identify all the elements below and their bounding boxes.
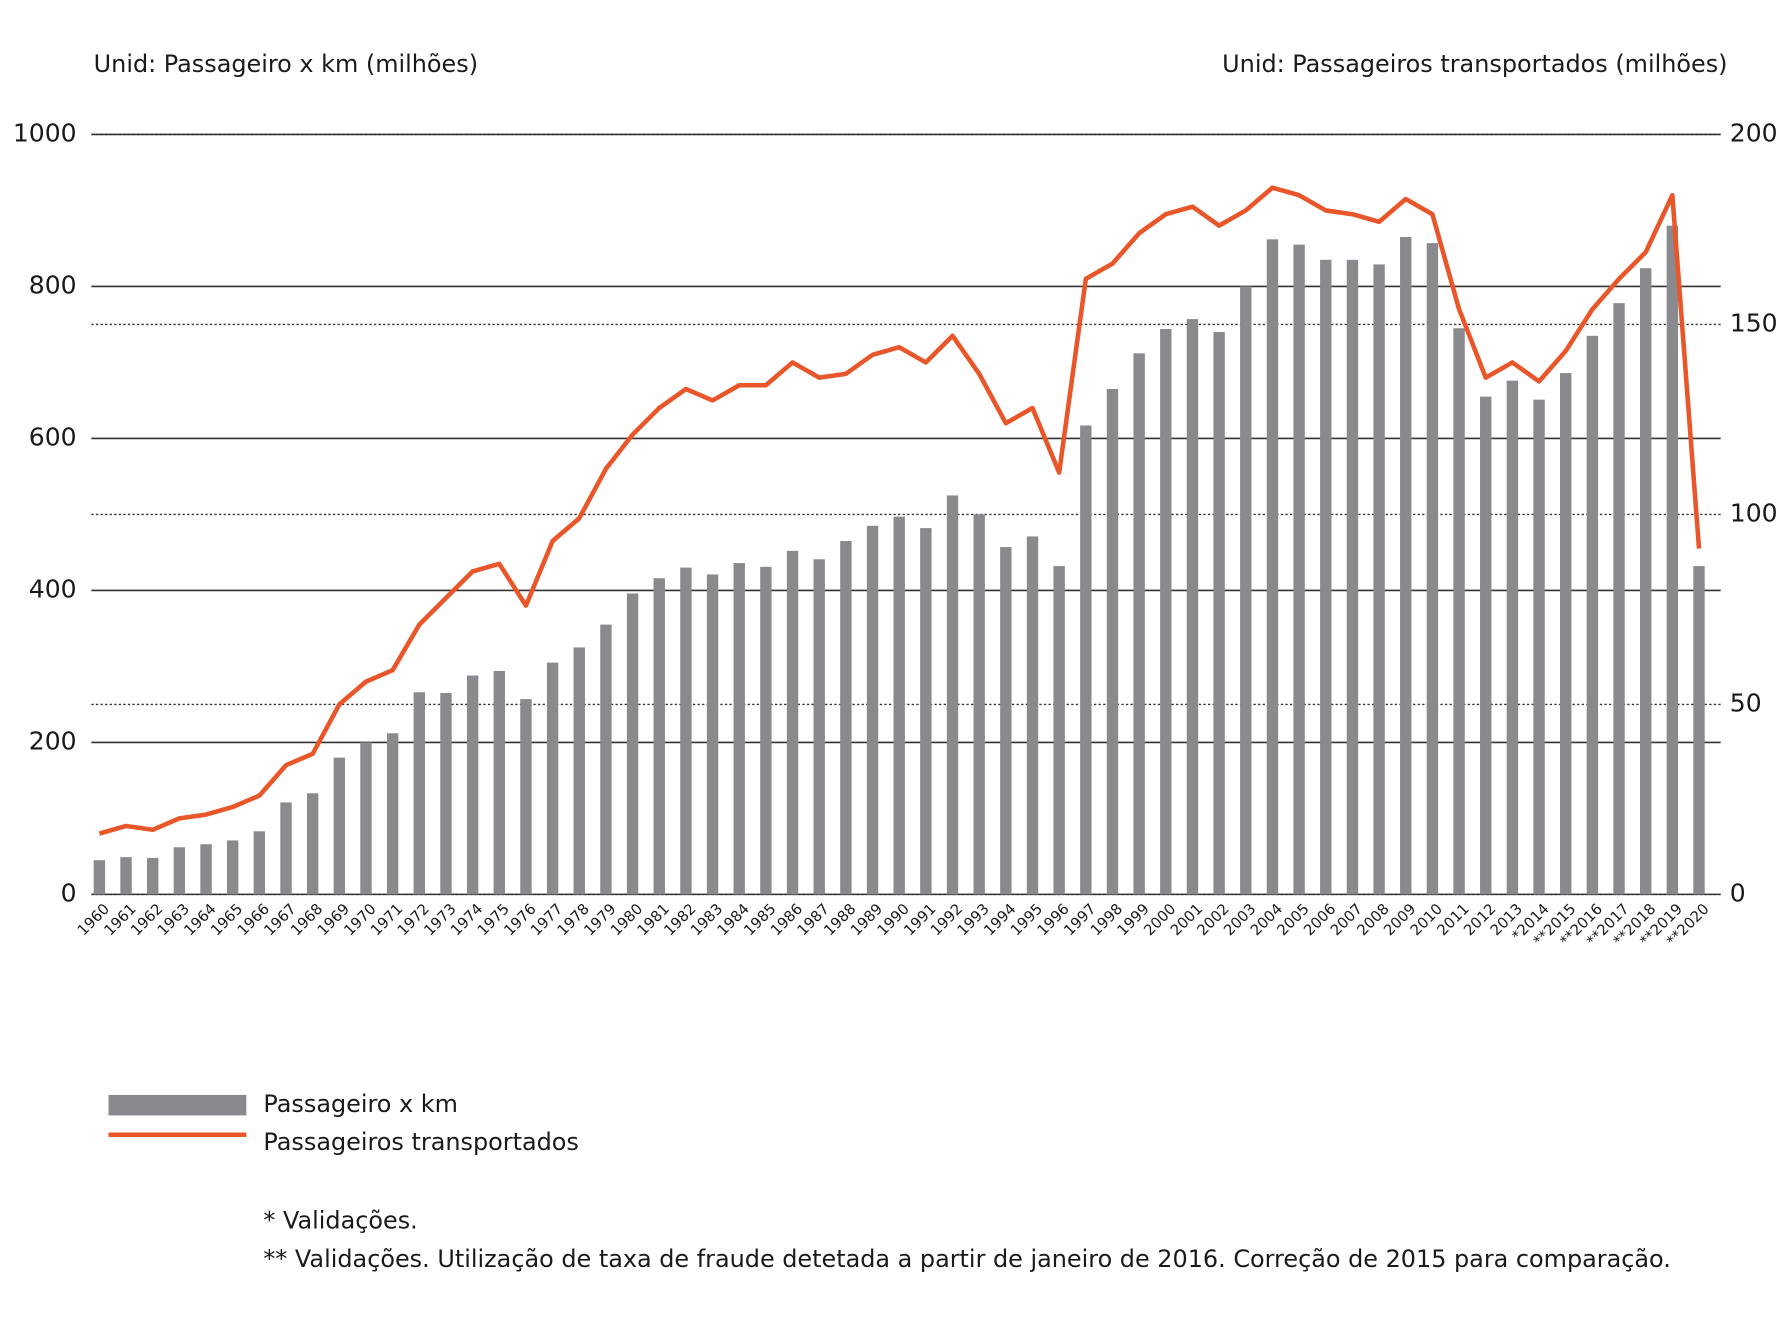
- bar: [1613, 303, 1625, 895]
- bar: [1586, 335, 1599, 895]
- bar: [626, 593, 639, 895]
- bar: [520, 699, 532, 895]
- bar: [1106, 389, 1119, 895]
- y2-tick-label: 50: [1730, 688, 1762, 717]
- bar: [1373, 264, 1385, 895]
- bar: [1506, 380, 1519, 895]
- bar: [1453, 328, 1465, 895]
- bar: [440, 692, 452, 895]
- bar: [93, 860, 106, 895]
- bar: [1666, 225, 1679, 895]
- y-tick-label: 400: [29, 574, 77, 603]
- bar: [147, 857, 159, 895]
- y2-tick-label: 150: [1730, 308, 1778, 337]
- footnote: * Validações.: [263, 1206, 417, 1234]
- bar: [653, 578, 665, 895]
- y2-tick-label: 0: [1730, 878, 1746, 907]
- bar: [760, 566, 772, 895]
- y-axis-label: Unid: Passageiro x km (milhões): [94, 50, 478, 78]
- legend-swatch: [108, 1094, 247, 1116]
- line: [98, 185, 1702, 836]
- bar: [1293, 244, 1305, 895]
- bar: [466, 675, 479, 895]
- bar: [733, 563, 745, 895]
- bar: [1320, 259, 1332, 895]
- footnote: ** Validações. Utilização de taxa de fra…: [263, 1245, 1670, 1273]
- bar: [1026, 536, 1039, 895]
- legend-label: Passageiro x km: [263, 1090, 457, 1118]
- bar: [1213, 332, 1225, 895]
- y2-tick-label: 200: [1730, 118, 1778, 147]
- y2-axis-label: Unid: Passageiros transportados (milhões…: [1222, 50, 1727, 78]
- bar: [1053, 566, 1065, 895]
- bar: [1160, 328, 1172, 895]
- bar: [840, 541, 852, 895]
- bar: [546, 662, 559, 895]
- bar: [1186, 319, 1199, 895]
- bar: [920, 528, 932, 895]
- bar: [253, 831, 266, 895]
- bar: [1400, 237, 1412, 895]
- bar: [866, 525, 879, 895]
- bar: [1560, 373, 1572, 895]
- bar: [893, 516, 905, 895]
- bar: [786, 550, 799, 895]
- bar: [1240, 286, 1252, 895]
- y-tick-label: 800: [29, 270, 77, 299]
- bar: [600, 624, 612, 895]
- bar: [1693, 566, 1705, 895]
- bar: [706, 574, 719, 895]
- bar: [386, 733, 399, 895]
- bar: [173, 847, 186, 895]
- y-tick-label: 1000: [13, 118, 77, 147]
- bar: [946, 495, 959, 895]
- bar: [1266, 239, 1279, 895]
- y-tick-label: 600: [29, 422, 77, 451]
- bar: [813, 559, 825, 895]
- bar: [333, 757, 346, 895]
- y-tick-label: 200: [29, 726, 77, 755]
- bar: [1533, 399, 1545, 895]
- bar: [1080, 425, 1092, 895]
- bar: [573, 647, 585, 895]
- bar: [200, 844, 212, 895]
- bar: [973, 514, 985, 895]
- bar: [280, 802, 292, 895]
- bar: [680, 567, 692, 895]
- bar: [306, 793, 319, 895]
- bar: [120, 857, 132, 895]
- bar: [1346, 259, 1359, 895]
- bar: [1639, 268, 1652, 895]
- bar: [493, 670, 505, 895]
- bar: [1480, 396, 1492, 895]
- bar: [360, 742, 372, 895]
- bar: [1000, 547, 1012, 895]
- bar: [1426, 243, 1439, 895]
- y2-tick-label: 100: [1730, 498, 1778, 527]
- bar: [226, 840, 239, 895]
- legend-label: Passageiros transportados: [263, 1128, 578, 1156]
- bar: [413, 692, 426, 895]
- y-tick-label: 0: [61, 878, 77, 907]
- bar: [1133, 353, 1145, 895]
